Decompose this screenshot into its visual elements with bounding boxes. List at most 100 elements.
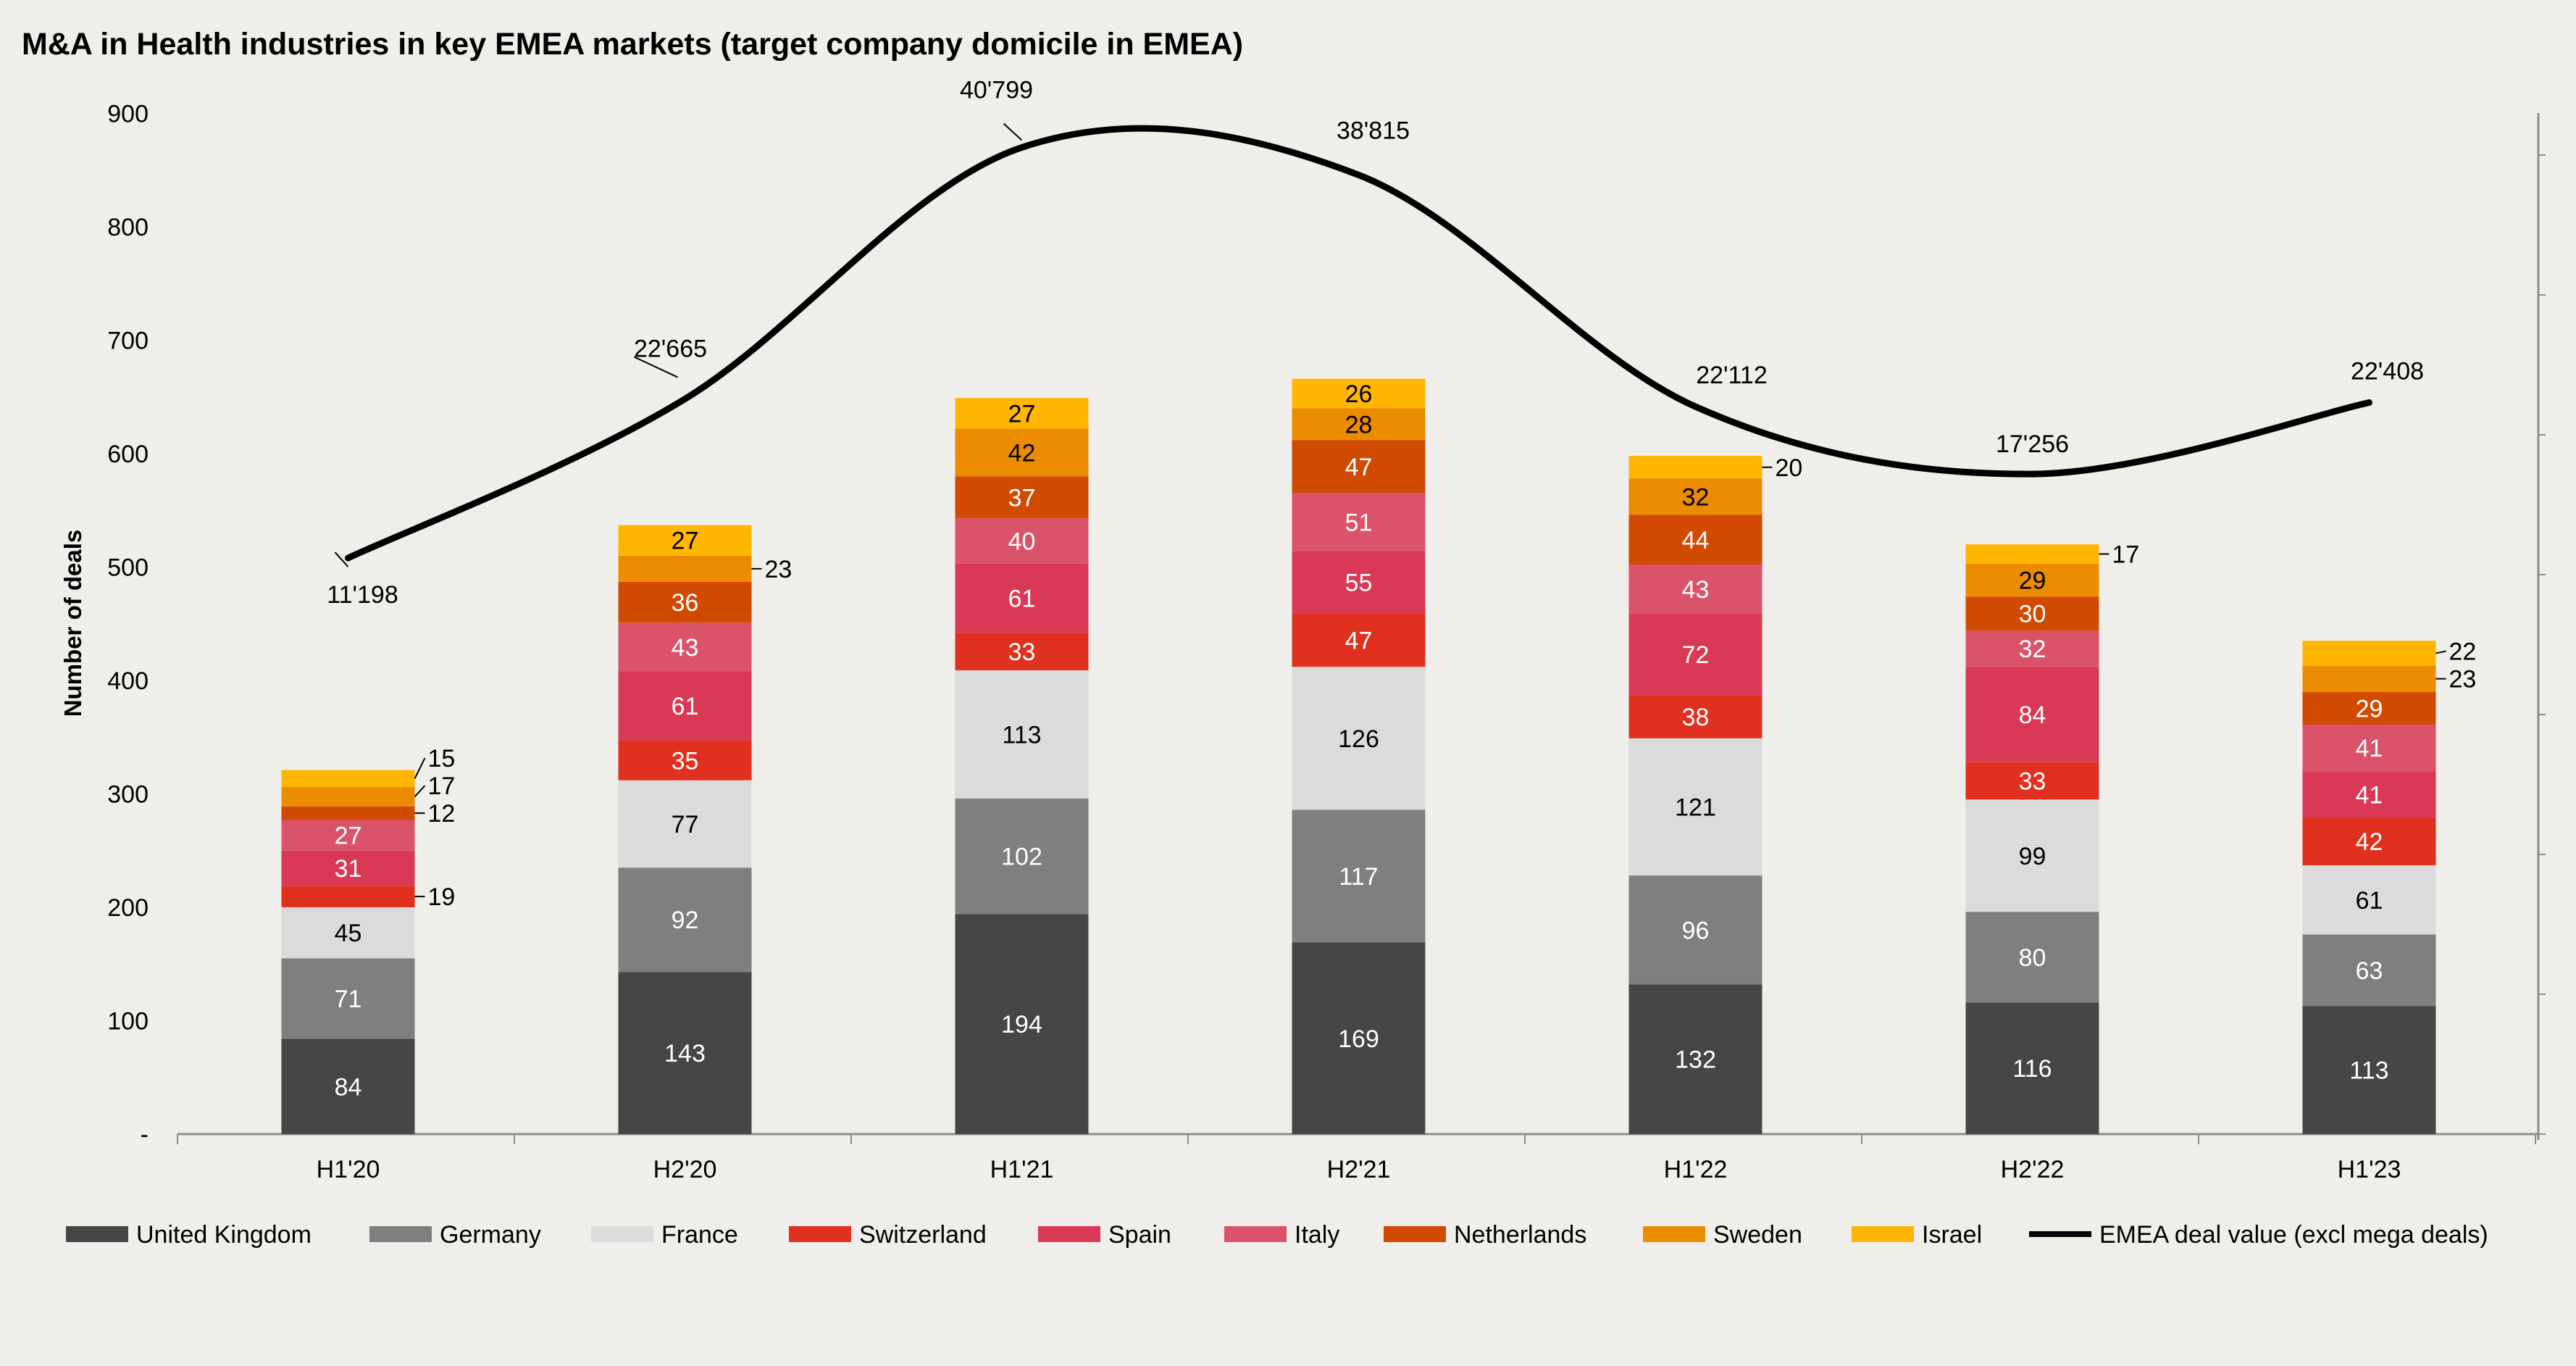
- bar-segment-netherlands: [2302, 691, 2436, 725]
- bar-segment-switzerland: [955, 633, 1089, 670]
- data-label: 45: [335, 920, 362, 947]
- legend-item-netherlands: Netherlands: [1384, 1221, 1586, 1249]
- bar-segment-united-kingdom: [1628, 984, 1762, 1134]
- legend-label: Sweden: [1713, 1221, 1802, 1249]
- data-label: 72: [1682, 641, 1710, 669]
- deal-value-line: 11'198 22'665 40'799 38'815 22'112 17'256 22'4…: [327, 76, 2424, 609]
- data-label: 126: [1338, 725, 1379, 753]
- bar-segment-switzerland: [618, 740, 752, 780]
- data-label: 41: [2356, 735, 2383, 762]
- bar-segment-united-kingdom: [2302, 1006, 2436, 1134]
- legend-item-israel: Israel: [1852, 1221, 1982, 1249]
- line-data-label: 40'799: [960, 76, 1033, 104]
- y-tick-label: 500: [107, 554, 149, 582]
- data-label: 27: [1008, 400, 1036, 428]
- bar-segment-france: [618, 780, 752, 868]
- bar-segment-germany: [955, 798, 1089, 915]
- x-tick-label: H2'21: [1327, 1156, 1391, 1183]
- bar-segment-spain: [618, 671, 752, 741]
- data-label: 23: [2449, 666, 2477, 694]
- legend-item-deal-value-line: EMEA deal value (excl mega deals): [2029, 1221, 2488, 1249]
- data-label: 12: [428, 800, 456, 828]
- data-label: 28: [1345, 411, 1373, 438]
- bar-segment-sweden: [618, 555, 752, 582]
- data-label: 36: [672, 589, 699, 617]
- data-label: 121: [1675, 794, 1716, 821]
- bar-segment-netherlands: [1292, 440, 1426, 493]
- data-label: 43: [672, 634, 699, 662]
- axes: - 100 200 300 400 500 600 700 800 900 H1'20 H2'20 H1…: [107, 101, 2546, 1183]
- legend-label: Germany: [440, 1221, 541, 1249]
- line-data-label: 17'256: [1996, 430, 2069, 458]
- y-tick-label: 300: [107, 781, 149, 809]
- legend-swatch: [66, 1226, 128, 1242]
- legend-label: Spain: [1108, 1221, 1171, 1249]
- line-data-label: 11'198: [327, 581, 398, 609]
- data-label: 37: [1008, 484, 1036, 512]
- data-label: 42: [1008, 439, 1036, 467]
- bar-segment-germany: [618, 867, 752, 973]
- bar-segment-switzerland: [1965, 762, 2099, 800]
- legend-label: EMEA deal value (excl mega deals): [2099, 1221, 2488, 1249]
- bar-segment-italy: [1965, 630, 2099, 667]
- data-label: 15: [428, 745, 456, 772]
- line-data-label: 22'408: [2351, 357, 2424, 385]
- data-label: 27: [335, 822, 362, 850]
- bar-segment-sweden: [2302, 665, 2436, 692]
- legend-swatch: [1852, 1226, 1914, 1242]
- data-label: 19: [428, 883, 456, 911]
- legend-label: Israel: [1922, 1221, 1982, 1249]
- bar-segment-sweden: [955, 428, 1089, 477]
- legend-item-spain: Spain: [1038, 1221, 1171, 1249]
- data-label: 38: [1682, 704, 1710, 731]
- data-label: 32: [2019, 636, 2046, 663]
- data-label: 102: [1001, 844, 1042, 871]
- data-label: 71: [335, 986, 362, 1013]
- bar-segment-israel: [281, 770, 415, 788]
- data-label: 113: [2349, 1057, 2388, 1085]
- bar-segment-france: [281, 907, 415, 959]
- bar-segment-italy: [2302, 725, 2436, 772]
- legend-item-united-kingdom: United Kingdom: [66, 1221, 311, 1249]
- data-label: 61: [672, 693, 699, 720]
- data-label: 40: [1008, 528, 1036, 556]
- data-label: 32: [1682, 483, 1710, 511]
- data-label: 44: [1682, 527, 1710, 554]
- legend-swatch: [1038, 1226, 1100, 1242]
- legend-swatch: [1384, 1226, 1446, 1242]
- data-label: 33: [2019, 768, 2046, 796]
- bar-segment-switzerland: [281, 886, 415, 907]
- data-label: 35: [672, 747, 699, 775]
- legend-swatch: [1643, 1226, 1705, 1242]
- bar-segment-switzerland: [1292, 613, 1426, 667]
- data-label: 23: [765, 556, 793, 583]
- data-label: 17: [428, 772, 456, 800]
- data-label: 33: [1008, 638, 1036, 666]
- legend-label: Italy: [1295, 1221, 1339, 1249]
- bar-segment-germany: [1292, 809, 1426, 943]
- x-tick-label: H1'20: [317, 1156, 380, 1183]
- data-label: 194: [1001, 1011, 1042, 1038]
- data-label: 169: [1338, 1025, 1379, 1053]
- legend-item-germany: Germany: [369, 1221, 541, 1249]
- data-label: 22: [2449, 638, 2477, 666]
- bar-segment-france: [955, 670, 1089, 799]
- bars: 8471453127191217151439277356143362723194…: [281, 378, 2477, 1134]
- bar-segment-switzerland: [2302, 817, 2436, 866]
- y-tick-label: 100: [107, 1008, 149, 1036]
- y-tick-label: -: [141, 1121, 149, 1149]
- data-label: 26: [1345, 380, 1373, 408]
- label-leader-line: [1003, 122, 1023, 141]
- label-leader-line: [634, 356, 678, 378]
- data-label: 31: [335, 855, 362, 883]
- bar-segment-germany: [1965, 912, 2099, 1003]
- bar-segment-spain: [1292, 551, 1426, 614]
- bar-segment-france: [1965, 799, 2099, 912]
- bar-segment-israel: [955, 398, 1089, 429]
- legend: United Kingdom Germany France Switzerland Sp…: [66, 1221, 2488, 1249]
- data-label: 132: [1675, 1046, 1716, 1074]
- data-label: 77: [672, 811, 699, 838]
- bar-segment-netherlands: [1965, 596, 2099, 631]
- legend-swatch: [591, 1226, 653, 1242]
